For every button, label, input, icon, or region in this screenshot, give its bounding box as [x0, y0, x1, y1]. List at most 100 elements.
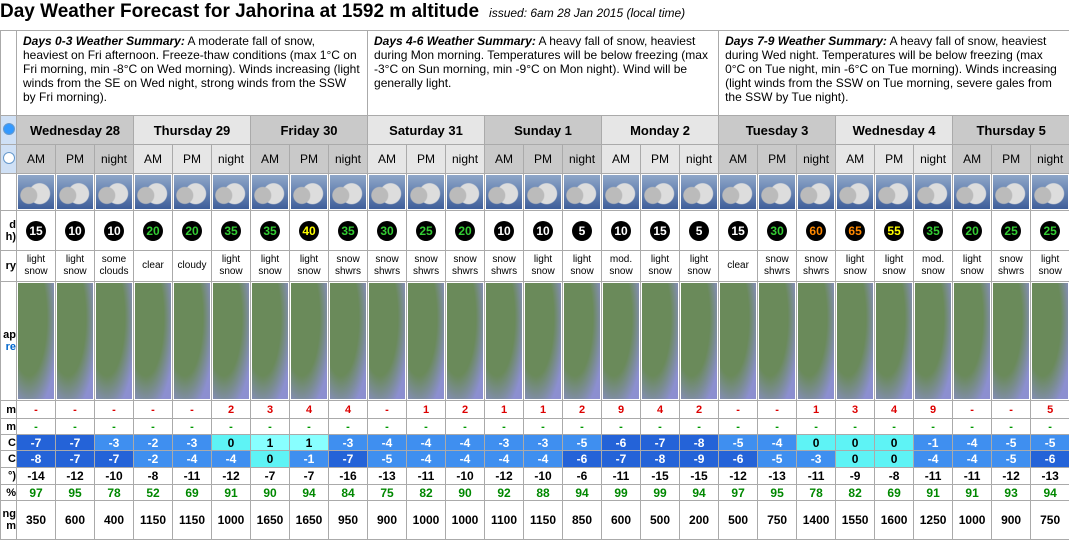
- chill: -13: [757, 467, 798, 485]
- min-temp: -4: [913, 450, 954, 468]
- weather-icon: [603, 175, 640, 209]
- map-image: [681, 283, 718, 399]
- summary: light snow: [1030, 250, 1069, 282]
- snow: 4: [640, 400, 681, 419]
- chill: -7: [289, 467, 329, 485]
- period: PM: [172, 144, 212, 174]
- rain: -: [250, 418, 290, 435]
- max-temp: -4: [406, 434, 447, 451]
- map-cell: [1030, 281, 1069, 401]
- icon-cell: [718, 173, 759, 211]
- weather-icon: [486, 175, 523, 209]
- freezing: 1000: [406, 500, 447, 540]
- row-label: %: [0, 484, 17, 501]
- max-temp: -3: [484, 434, 525, 451]
- snow: -: [94, 400, 134, 419]
- row-label: °): [0, 467, 17, 485]
- map-image: [330, 283, 367, 399]
- humidity: 91: [913, 484, 954, 501]
- rain: -: [835, 418, 876, 435]
- chill: -15: [640, 467, 681, 485]
- summary: snow shwrs: [367, 250, 408, 282]
- summary: light snow: [874, 250, 915, 282]
- map-image: [408, 283, 445, 399]
- map-image: [18, 283, 54, 399]
- weather-icon: [720, 175, 757, 209]
- freezing: 900: [991, 500, 1032, 540]
- freezing: 1250: [913, 500, 954, 540]
- map-cell: [445, 281, 486, 401]
- rain: -: [991, 418, 1032, 435]
- period: AM: [835, 144, 876, 174]
- max-temp: 1: [289, 434, 329, 451]
- max-temp: -5: [991, 434, 1032, 451]
- snow: 1: [523, 400, 564, 419]
- humidity: 90: [445, 484, 486, 501]
- max-temp: -4: [445, 434, 486, 451]
- icon-cell: [327, 173, 369, 211]
- period: AM: [484, 144, 525, 174]
- freezing: 350: [16, 500, 56, 540]
- snow: 1: [406, 400, 447, 419]
- map-image: [954, 283, 991, 399]
- icon-cell: [796, 173, 837, 211]
- wind-speed: 10: [611, 220, 632, 241]
- icon-cell: [250, 173, 290, 211]
- rain: -: [172, 418, 212, 435]
- max-temp: -5: [718, 434, 759, 451]
- humidity: 82: [406, 484, 447, 501]
- min-temp: -6: [562, 450, 603, 468]
- humidity: 82: [835, 484, 876, 501]
- min-temp: -5: [757, 450, 798, 468]
- humidity: 99: [640, 484, 681, 501]
- summary-text: A heavy fall of snow, heaviest during We…: [725, 34, 1057, 104]
- snow: -: [991, 400, 1032, 419]
- snow: -: [16, 400, 56, 419]
- day-header: Friday 30: [249, 115, 369, 145]
- freezing: 1000: [952, 500, 993, 540]
- map-image: [447, 283, 484, 399]
- day-header: Sunday 1: [484, 115, 603, 145]
- wind-cell: 20: [952, 210, 993, 251]
- freezing: 1100: [484, 500, 525, 540]
- map-cell: [601, 281, 642, 401]
- chill: -12: [211, 467, 251, 485]
- summary: light snow: [55, 250, 95, 282]
- weather-icon: [252, 175, 288, 209]
- icon-cell: [94, 173, 134, 211]
- map-cell: [991, 281, 1032, 401]
- snow: -: [952, 400, 993, 419]
- radio[interactable]: [2, 122, 15, 135]
- snow: 4: [327, 400, 369, 419]
- humidity: 69: [172, 484, 212, 501]
- day-header: Wednesday 4: [835, 115, 954, 145]
- summary: clear: [718, 250, 759, 282]
- wind-speed: 25: [1001, 220, 1022, 241]
- freezing: 850: [562, 500, 603, 540]
- map-image: [876, 283, 913, 399]
- wind-cell: 35: [211, 210, 251, 251]
- chill: -9: [835, 467, 876, 485]
- min-temp: -5: [367, 450, 408, 468]
- rain: -: [94, 418, 134, 435]
- wind-speed: 55: [884, 220, 905, 241]
- row-label: ry: [0, 250, 17, 282]
- weather-icon: [876, 175, 913, 209]
- period: AM: [601, 144, 642, 174]
- chill: -12: [718, 467, 759, 485]
- summary-text: A heavy fall of snow, heaviest during Mo…: [374, 34, 708, 90]
- icon-cell: [562, 173, 603, 211]
- rain: -: [679, 418, 720, 435]
- max-temp: -3: [172, 434, 212, 451]
- wind-speed: 20: [143, 220, 163, 241]
- radio[interactable]: [2, 151, 15, 164]
- min-temp: -7: [327, 450, 369, 468]
- chill: -15: [679, 467, 720, 485]
- row-label-text: C: [8, 453, 16, 465]
- wind-speed: 25: [1040, 220, 1061, 241]
- summary: mod. snow: [913, 250, 954, 282]
- summary-label: Days 7-9 Weather Summary:: [725, 34, 887, 48]
- wind-cell: 65: [835, 210, 876, 251]
- map-image: [135, 283, 171, 399]
